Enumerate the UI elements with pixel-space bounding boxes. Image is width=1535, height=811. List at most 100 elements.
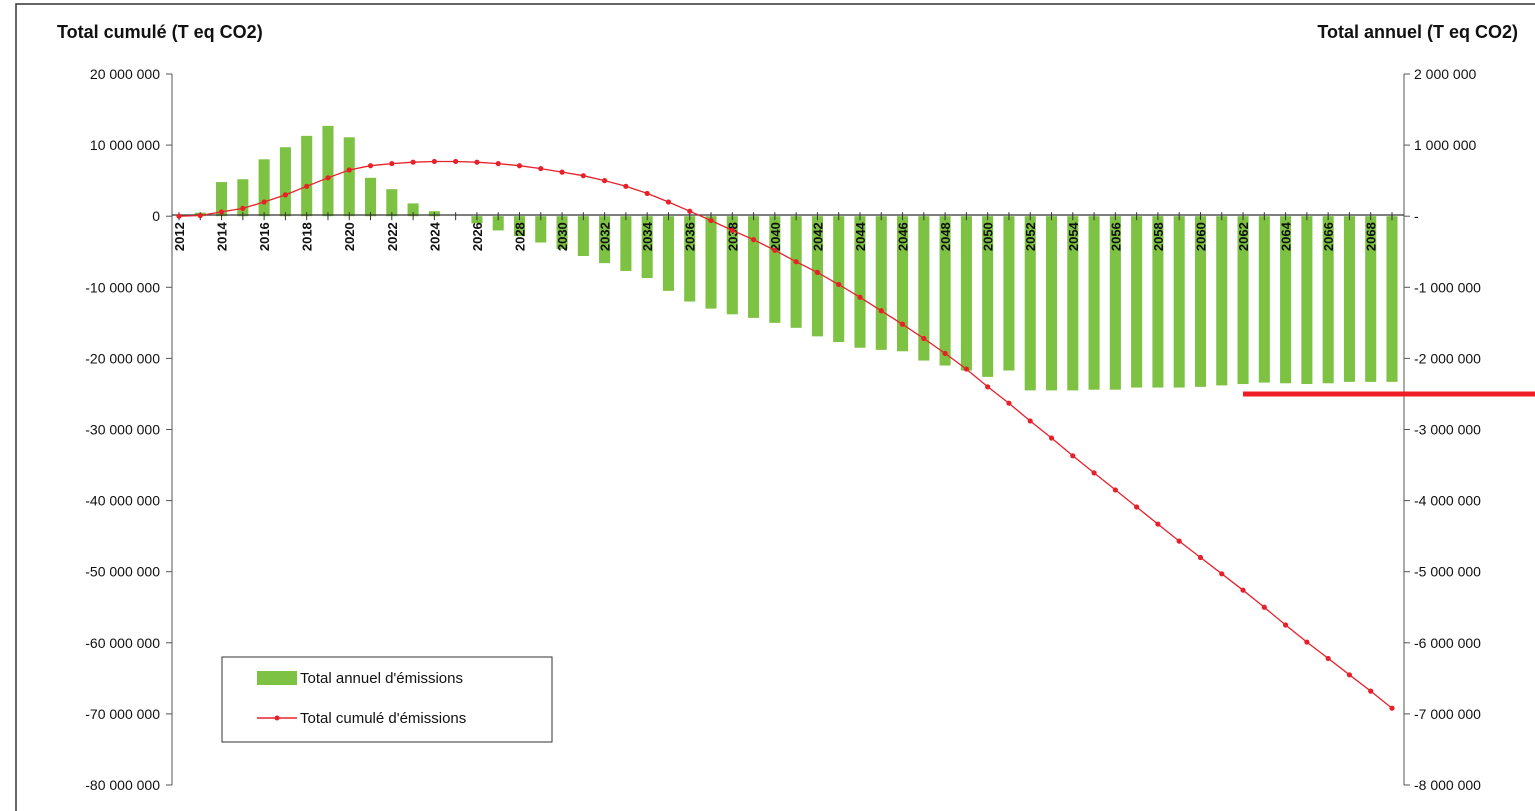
- annual-bar: [1301, 216, 1313, 384]
- annual-bar: [301, 135, 313, 217]
- x-tick-label: 2014: [215, 221, 230, 251]
- cumulative-point: [623, 183, 629, 189]
- cumulative-point: [495, 160, 501, 167]
- cumulative-point: [921, 335, 927, 342]
- cumulative-point: [1048, 435, 1055, 441]
- cumulative-point: [1176, 538, 1182, 544]
- annual-bar: [1003, 216, 1015, 371]
- right-axis-ticks: 2 000 000 1 000 000 - -1 000 000 -2 000 000 -…: [1404, 66, 1481, 793]
- right-tick-label: -7 000 000: [1414, 706, 1481, 722]
- annual-bar: [1067, 216, 1079, 391]
- left-axis-title: Total cumulé (T eq CO2): [57, 22, 263, 42]
- x-tick-label: 2024: [427, 221, 442, 251]
- x-tick-label: 2030: [555, 222, 570, 251]
- left-tick-label: 20 000 000: [90, 66, 160, 82]
- annual-bar: [918, 216, 930, 361]
- cumulative-point: [963, 366, 969, 372]
- cumulative-point: [1155, 521, 1161, 527]
- left-tick-label: -40 000 000: [85, 493, 160, 509]
- left-tick-label: -70 000 000: [85, 706, 160, 722]
- right-tick-label: -5 000 000: [1414, 564, 1481, 580]
- cumulative-point: [1070, 453, 1076, 459]
- left-tick-label: 10 000 000: [90, 137, 160, 153]
- annual-bar: [1173, 216, 1185, 388]
- cumulative-point: [580, 173, 586, 179]
- cumulative-point: [1027, 418, 1033, 424]
- cumulative-point: [942, 350, 948, 357]
- annual-bar: [1237, 216, 1249, 384]
- cumulative-point: [559, 169, 565, 175]
- annual-bar: [343, 137, 355, 217]
- cumulative-point: [836, 281, 842, 288]
- legend: Total annuel d'émissions Total cumulé d'…: [221, 656, 553, 743]
- x-tick-label: 2044: [853, 221, 868, 251]
- cumulative-point: [389, 160, 395, 167]
- annual-bars: [194, 125, 1398, 391]
- cumulative-point: [197, 212, 203, 219]
- x-tick-label: 2058: [1151, 222, 1166, 251]
- x-tick-label: 2022: [385, 222, 400, 251]
- annual-bar: [982, 216, 994, 377]
- annual-bar: [556, 216, 568, 249]
- cumulative-point: [857, 294, 863, 300]
- annual-bar: [1131, 216, 1143, 388]
- cumulative-point: [708, 217, 714, 224]
- x-tick-label: 2046: [896, 222, 911, 251]
- cumulative-point: [644, 190, 650, 197]
- cumulative-point: [602, 178, 608, 184]
- legend-swatch-bars: [257, 671, 297, 685]
- x-tick-label: 2060: [1193, 222, 1208, 251]
- annual-bar: [1343, 216, 1355, 382]
- legend-swatch-marker: [274, 715, 280, 721]
- cumulative-point: [516, 163, 523, 169]
- annual-bar: [1024, 216, 1036, 391]
- cumulative-line: [176, 158, 1395, 711]
- cumulative-point: [1240, 587, 1246, 593]
- right-tick-label: -2 000 000: [1414, 350, 1481, 366]
- annual-bar: [1045, 216, 1058, 391]
- cumulative-point: [538, 165, 544, 172]
- cumulative-point: [1006, 400, 1012, 406]
- cumulative-point: [687, 208, 693, 214]
- annual-bar: [705, 216, 717, 309]
- right-tick-label: -: [1414, 208, 1419, 224]
- annual-bar: [897, 216, 909, 352]
- annual-bar: [407, 203, 419, 217]
- right-axis-title: Total annuel (T eq CO2): [1317, 22, 1518, 42]
- x-tick-label: 2048: [938, 222, 953, 251]
- cumulative-point: [1325, 655, 1331, 662]
- cumulative-point: [431, 158, 437, 165]
- cumulative-point: [1112, 487, 1118, 493]
- cumulative-point: [1346, 672, 1353, 678]
- x-tick-label: 2036: [683, 222, 698, 251]
- annual-bar: [1280, 216, 1292, 384]
- cumulative-point: [772, 247, 778, 253]
- annual-bar: [1258, 216, 1270, 383]
- annual-bar: [535, 216, 547, 243]
- cumulative-point: [793, 259, 799, 265]
- cumulative-point: [1091, 470, 1097, 476]
- right-tick-label: 2 000 000: [1414, 66, 1476, 82]
- annual-bar: [748, 216, 760, 318]
- left-tick-label: -30 000 000: [85, 422, 160, 438]
- annual-bar: [1322, 216, 1334, 384]
- annual-bar: [492, 216, 504, 231]
- x-tick-label: 2042: [810, 222, 825, 251]
- left-axis-ticks: 20 000 000 10 000 000 0 -10 000 000 -20 000 …: [85, 66, 172, 793]
- cumulative-point: [1368, 688, 1374, 694]
- annual-bar: [1386, 216, 1398, 382]
- x-tick-label: 2062: [1236, 222, 1251, 251]
- cumulative-point: [410, 159, 416, 165]
- x-tick-label: 2050: [981, 222, 996, 251]
- left-tick-label: -20 000 000: [85, 350, 160, 366]
- cumulative-point: [1261, 604, 1267, 610]
- legend-label-line: Total cumulé d'émissions: [300, 710, 466, 727]
- cumulative-point: [325, 175, 331, 181]
- annual-bar: [386, 189, 398, 217]
- cumulative-point: [218, 209, 225, 215]
- annual-bar: [641, 216, 653, 279]
- x-tick-label: 2054: [1066, 221, 1081, 251]
- annual-bar: [237, 179, 249, 217]
- cumulative-point: [176, 213, 182, 219]
